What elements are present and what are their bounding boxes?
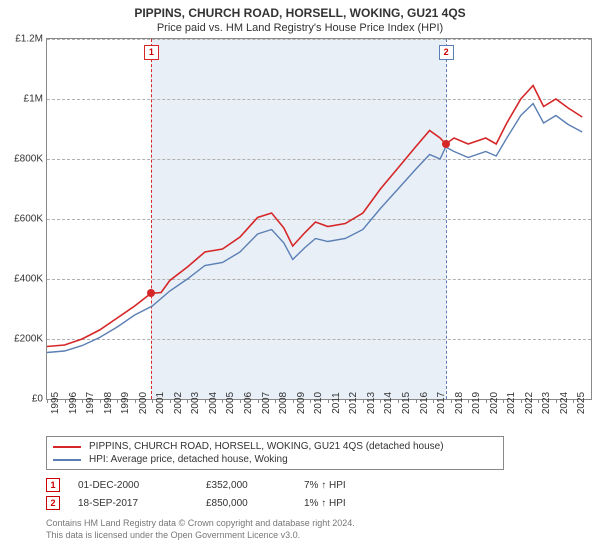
sale-pct: 7% ↑ HPI xyxy=(304,480,384,491)
x-tick xyxy=(47,399,48,403)
footer-line: Contains HM Land Registry data © Crown c… xyxy=(46,518,600,530)
legend-row: HPI: Average price, detached house, Woki… xyxy=(53,453,497,466)
sale-point xyxy=(147,289,155,297)
chart-subtitle: Price paid vs. HM Land Registry's House … xyxy=(0,20,600,38)
chart-lines xyxy=(47,39,591,399)
x-tick xyxy=(486,399,487,403)
legend-row: PIPPINS, CHURCH ROAD, HORSELL, WOKING, G… xyxy=(53,440,497,453)
x-tick xyxy=(275,399,276,403)
series-line-price_paid xyxy=(47,86,582,347)
x-tick xyxy=(451,399,452,403)
sale-date: 18-SEP-2017 xyxy=(78,498,188,509)
y-axis-label: £800K xyxy=(14,154,43,165)
sale-row: 1 01-DEC-2000 £352,000 7% ↑ HPI xyxy=(46,476,600,494)
sale-date: 01-DEC-2000 xyxy=(78,480,188,491)
x-tick xyxy=(135,399,136,403)
sale-pct: 1% ↑ HPI xyxy=(304,498,384,509)
legend-label: HPI: Average price, detached house, Woki… xyxy=(89,454,288,465)
x-tick xyxy=(100,399,101,403)
x-tick xyxy=(170,399,171,403)
chart-title: PIPPINS, CHURCH ROAD, HORSELL, WOKING, G… xyxy=(0,0,600,20)
sales-table: 1 01-DEC-2000 £352,000 7% ↑ HPI 2 18-SEP… xyxy=(46,476,600,512)
x-tick xyxy=(310,399,311,403)
x-tick xyxy=(65,399,66,403)
sale-marker-icon: 2 xyxy=(46,496,60,510)
x-tick xyxy=(468,399,469,403)
x-tick xyxy=(363,399,364,403)
chart-plot-area: £0£200K£400K£600K£800K£1M£1.2M1995199619… xyxy=(46,38,592,400)
sale-row: 2 18-SEP-2017 £850,000 1% ↑ HPI xyxy=(46,494,600,512)
x-tick xyxy=(293,399,294,403)
y-axis-label: £200K xyxy=(14,334,43,345)
y-axis-label: £600K xyxy=(14,214,43,225)
x-tick xyxy=(503,399,504,403)
y-axis-label: £1M xyxy=(24,94,43,105)
x-tick xyxy=(240,399,241,403)
sale-price: £352,000 xyxy=(206,480,286,491)
x-tick xyxy=(345,399,346,403)
x-tick xyxy=(521,399,522,403)
x-tick xyxy=(556,399,557,403)
x-tick xyxy=(380,399,381,403)
x-tick xyxy=(117,399,118,403)
legend: PIPPINS, CHURCH ROAD, HORSELL, WOKING, G… xyxy=(46,436,504,470)
footer-line: This data is licensed under the Open Gov… xyxy=(46,530,600,542)
x-tick xyxy=(416,399,417,403)
y-axis-label: £1.2M xyxy=(15,34,43,45)
x-tick xyxy=(258,399,259,403)
sale-point xyxy=(442,140,450,148)
x-tick xyxy=(538,399,539,403)
x-tick xyxy=(573,399,574,403)
x-tick xyxy=(187,399,188,403)
legend-swatch xyxy=(53,446,81,448)
x-tick xyxy=(82,399,83,403)
sale-marker-icon: 1 xyxy=(46,478,60,492)
legend-label: PIPPINS, CHURCH ROAD, HORSELL, WOKING, G… xyxy=(89,441,444,452)
footer-copyright: Contains HM Land Registry data © Crown c… xyxy=(46,518,600,541)
x-tick xyxy=(328,399,329,403)
x-tick xyxy=(222,399,223,403)
x-tick xyxy=(398,399,399,403)
x-tick xyxy=(152,399,153,403)
sale-price: £850,000 xyxy=(206,498,286,509)
y-axis-label: £400K xyxy=(14,274,43,285)
x-tick xyxy=(205,399,206,403)
series-line-hpi xyxy=(47,104,582,353)
x-tick xyxy=(433,399,434,403)
y-axis-label: £0 xyxy=(32,394,43,405)
legend-swatch xyxy=(53,459,81,461)
